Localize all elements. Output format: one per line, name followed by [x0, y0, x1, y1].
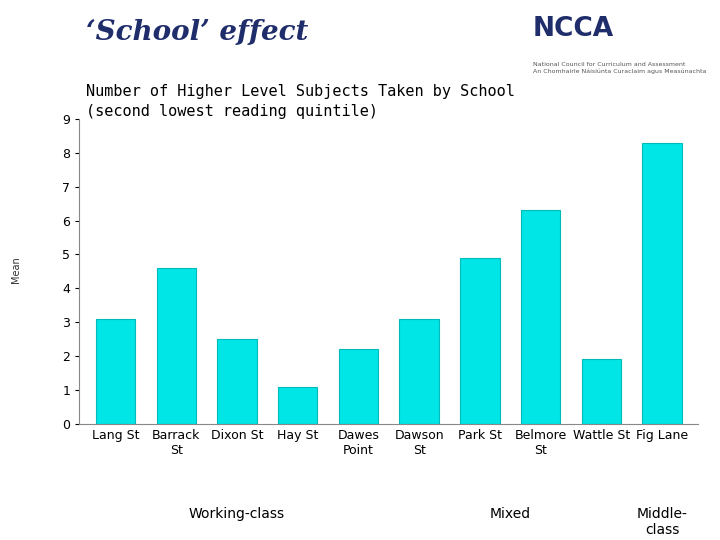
- Text: National Council for Curriculum and Assessment
An Chomhairle Náisiúnta Curaclaim: National Council for Curriculum and Asse…: [533, 62, 706, 73]
- Bar: [157, 268, 196, 424]
- Bar: [338, 349, 378, 424]
- Text: Working-class: Working-class: [189, 507, 285, 521]
- Text: ‘School’ effect: ‘School’ effect: [86, 19, 309, 46]
- Text: Mean: Mean: [11, 256, 21, 284]
- Bar: [460, 258, 500, 424]
- Text: (second lowest reading quintile): (second lowest reading quintile): [86, 104, 379, 119]
- Bar: [582, 360, 621, 424]
- Bar: [400, 319, 439, 424]
- Text: Number of Higher Level Subjects Taken by School: Number of Higher Level Subjects Taken by…: [86, 84, 516, 99]
- Text: Mixed: Mixed: [490, 507, 531, 521]
- Bar: [642, 143, 682, 424]
- Text: Middle-
class: Middle- class: [636, 507, 688, 537]
- Bar: [96, 319, 135, 424]
- Bar: [217, 339, 257, 424]
- Bar: [521, 211, 560, 424]
- Text: NCCA: NCCA: [533, 16, 614, 42]
- Bar: [278, 387, 318, 424]
